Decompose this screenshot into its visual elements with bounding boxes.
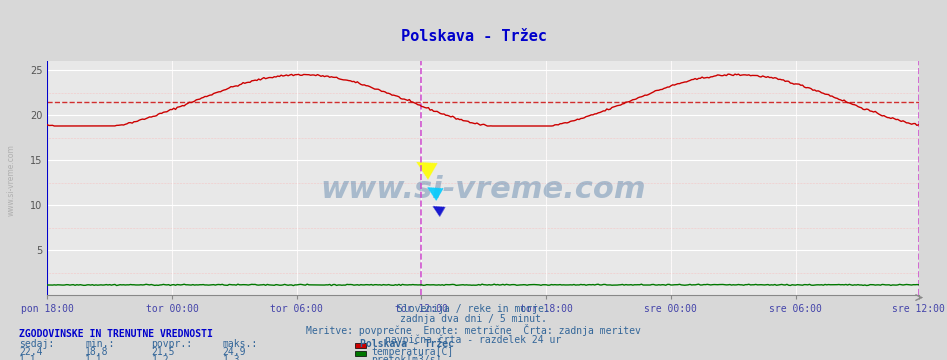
Text: www.si-vreme.com: www.si-vreme.com — [320, 175, 646, 204]
Text: www.si-vreme.com: www.si-vreme.com — [7, 144, 16, 216]
Text: maks.:: maks.: — [223, 339, 258, 349]
Text: 1.3: 1.3 — [223, 355, 241, 360]
Text: 24.9: 24.9 — [223, 347, 246, 357]
Text: 21.5: 21.5 — [152, 347, 175, 357]
Text: pretok[m3/s]: pretok[m3/s] — [371, 355, 441, 360]
Text: ◀: ◀ — [422, 178, 444, 202]
Text: Polskava - Tržec: Polskava - Tržec — [360, 339, 454, 349]
Text: min.:: min.: — [85, 339, 115, 349]
Text: 22.4: 22.4 — [19, 347, 43, 357]
Text: Polskava - Tržec: Polskava - Tržec — [401, 29, 546, 44]
Text: Meritve: povprečne  Enote: metrične  Črta: zadnja meritev: Meritve: povprečne Enote: metrične Črta:… — [306, 324, 641, 336]
Text: navpična črta - razdelek 24 ur: navpična črta - razdelek 24 ur — [385, 334, 562, 345]
Text: ◀: ◀ — [410, 151, 438, 182]
Text: ◀: ◀ — [429, 199, 446, 218]
Text: sedaj:: sedaj: — [19, 339, 54, 349]
Bar — [355, 351, 366, 356]
Text: 18.8: 18.8 — [85, 347, 109, 357]
Text: 1.2: 1.2 — [152, 355, 170, 360]
Text: zadnja dva dni / 5 minut.: zadnja dva dni / 5 minut. — [400, 314, 547, 324]
Text: ZGODOVINSKE IN TRENUTNE VREDNOSTI: ZGODOVINSKE IN TRENUTNE VREDNOSTI — [19, 329, 213, 339]
Text: povpr.:: povpr.: — [152, 339, 192, 349]
Text: 1.1: 1.1 — [85, 355, 103, 360]
Text: Slovenija / reke in morje.: Slovenija / reke in morje. — [397, 304, 550, 314]
Text: temperatura[C]: temperatura[C] — [371, 347, 454, 357]
Text: 1.1: 1.1 — [19, 355, 37, 360]
Bar — [355, 343, 366, 348]
